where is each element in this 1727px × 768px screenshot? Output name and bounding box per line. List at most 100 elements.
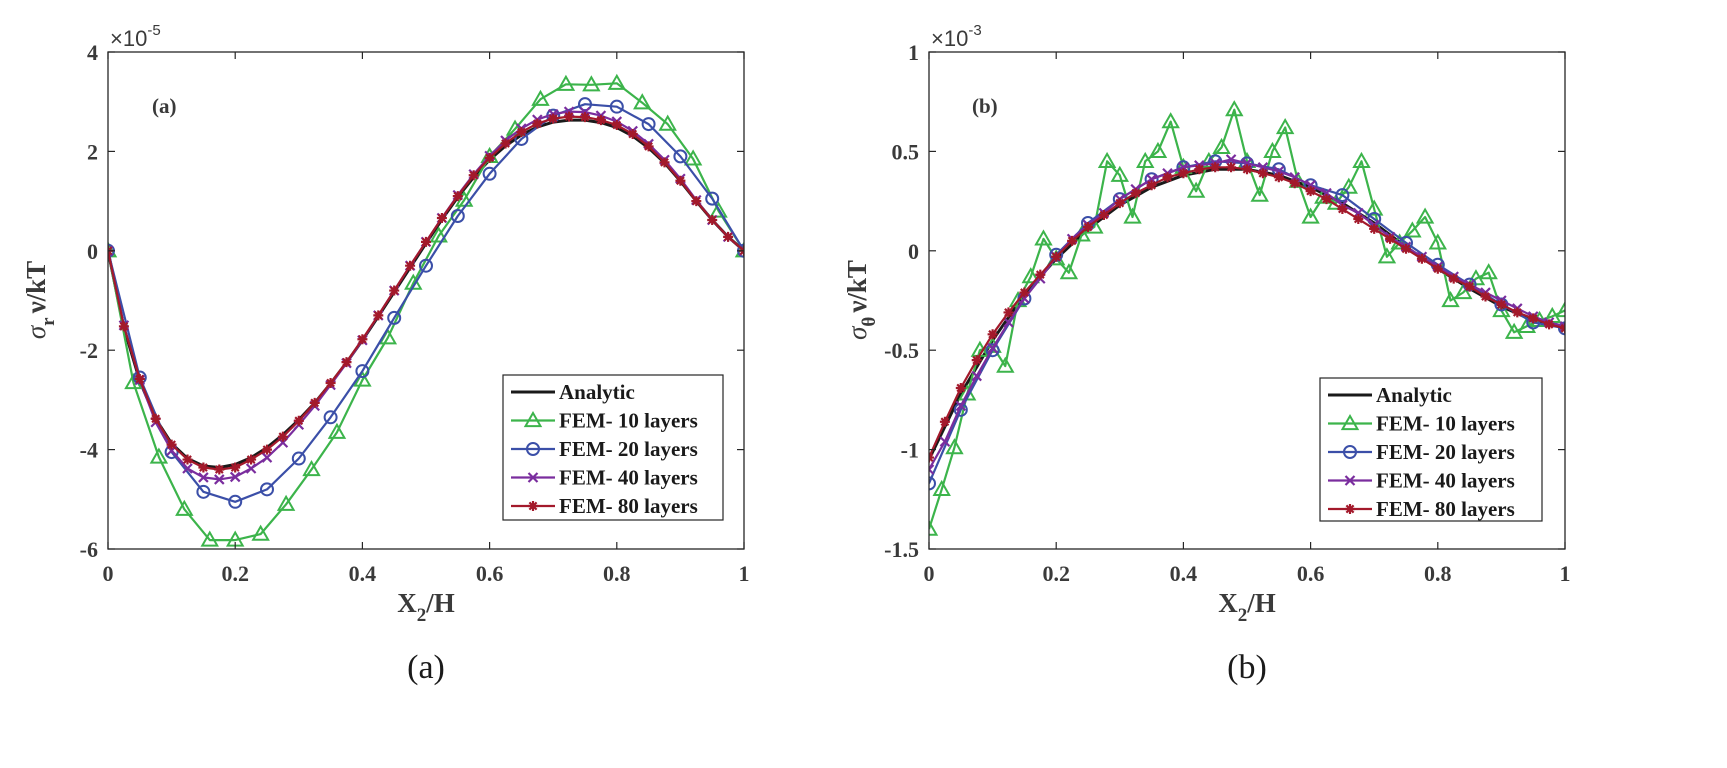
data-point (175, 499, 194, 516)
legend-entry: FEM- 80 layers (1376, 497, 1515, 521)
data-point (1161, 112, 1180, 129)
y-tick-label: 0.5 (892, 139, 920, 164)
chart-panel-a: 0 0.2 0.4 0.6 0.8 1-6-4-2024×10-5(a)X2/Hσrν/k… (21, 22, 750, 686)
data-point (1162, 172, 1173, 183)
data-point (1110, 165, 1130, 182)
legend-entry: FEM- 10 layers (1376, 412, 1515, 436)
y-axis-label-tail: ν/kT (21, 261, 51, 315)
data-point (293, 415, 304, 426)
data-point (1289, 178, 1300, 189)
data-point (1364, 199, 1384, 216)
data-point (1003, 307, 1014, 318)
data-point (452, 191, 463, 202)
data-point (1225, 154, 1237, 165)
data-point (971, 370, 982, 382)
data-point (149, 447, 169, 464)
data-point (198, 462, 209, 473)
data-point (309, 397, 320, 408)
legend-marker (526, 442, 540, 456)
panel-label: (b) (972, 94, 998, 118)
data-point (1385, 233, 1396, 244)
data-point (1353, 213, 1364, 224)
data-point (1335, 188, 1350, 203)
x-tick-label: 1 (1560, 561, 1571, 586)
data-point (1321, 194, 1332, 205)
data-point (1130, 188, 1141, 199)
data-point (150, 413, 161, 424)
legend-marker (528, 501, 538, 511)
data-point (323, 410, 338, 425)
data-point (675, 175, 686, 186)
data-point (945, 438, 964, 455)
data-point (196, 484, 211, 499)
data-point (1263, 141, 1282, 159)
x-tick-label: 0.4 (1170, 561, 1198, 586)
data-point (1186, 181, 1206, 198)
data-point (658, 114, 677, 131)
x-tick-label: 0.6 (476, 561, 504, 586)
legend-box (1319, 377, 1543, 522)
data-point (245, 463, 257, 474)
data-point (1305, 186, 1316, 197)
data-point (582, 75, 601, 92)
y-tick-label: 1 (908, 40, 919, 65)
data-point (929, 519, 939, 536)
data-point (246, 454, 257, 465)
legend-entry: FEM- 40 layers (1376, 469, 1515, 493)
legend-entry: Analytic (559, 380, 635, 404)
data-point (1403, 221, 1422, 238)
data-point (1034, 229, 1053, 246)
data-point (1019, 287, 1030, 298)
x-tick-label: 1 (739, 561, 750, 586)
legend-marker (527, 472, 539, 483)
data-point (1479, 263, 1498, 280)
x-tick-label: 0.6 (1297, 561, 1325, 586)
data-point (214, 474, 225, 485)
series-group (929, 100, 1565, 536)
x-tick-label: 0.8 (1424, 561, 1452, 586)
data-point (1558, 321, 1565, 336)
data-point (1544, 319, 1555, 330)
data-point (673, 149, 688, 164)
data-point (1441, 290, 1460, 308)
data-point (1428, 233, 1448, 250)
data-point (230, 462, 241, 473)
data-point (1337, 204, 1348, 215)
data-point (532, 118, 543, 129)
data-point (1051, 251, 1062, 262)
data-point (633, 93, 652, 110)
data-point (548, 113, 559, 124)
x-tick-label: 0.8 (603, 561, 631, 586)
data-point (1480, 291, 1491, 302)
axes-frame (928, 51, 1566, 550)
data-point (325, 378, 336, 389)
data-point (419, 258, 433, 273)
legend: Analytic FEM- 10 layers FEM- 20 layers FEM-… (1319, 377, 1543, 522)
data-point (468, 170, 479, 181)
data-point (531, 89, 550, 106)
data-point (1273, 172, 1284, 183)
data-point (1225, 100, 1244, 117)
y-axis-label: σθ ν/kT (842, 260, 880, 340)
data-point (182, 454, 193, 465)
data-point (251, 524, 270, 541)
data-point (1496, 299, 1507, 310)
data-point (1555, 300, 1565, 318)
data-point (929, 464, 935, 475)
data-point (556, 74, 576, 91)
data-point (611, 120, 622, 131)
data-point (723, 231, 734, 242)
x-tick-label: 0.4 (349, 561, 377, 586)
data-point (595, 115, 606, 126)
y-tick-label: -6 (80, 537, 98, 562)
data-point (1242, 164, 1252, 175)
data-point (1504, 322, 1524, 339)
data-point (1021, 267, 1040, 284)
data-point (373, 310, 384, 321)
panel-caption: (b) (1227, 649, 1267, 686)
x-tick-label: 0.2 (1042, 561, 1070, 586)
axes-frame (107, 51, 745, 550)
data-point (516, 127, 527, 138)
x-tick-label: 0.2 (221, 561, 249, 586)
data-point (564, 111, 575, 122)
